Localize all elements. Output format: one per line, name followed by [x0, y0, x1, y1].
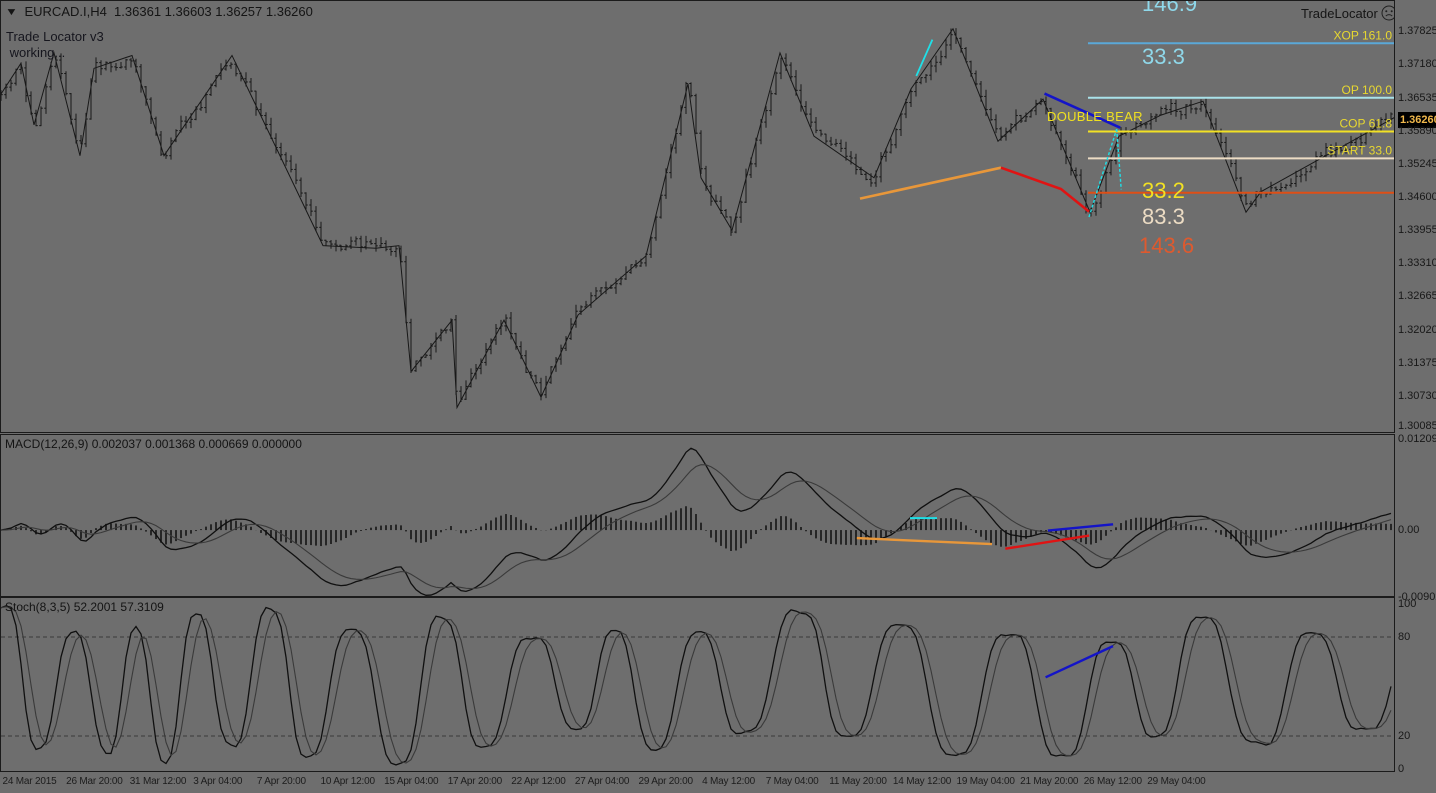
svg-text:START 33.0: START 33.0 [1327, 144, 1392, 158]
svg-text:143.6: 143.6 [1139, 233, 1194, 258]
svg-text:COP 61.8: COP 61.8 [1340, 117, 1393, 131]
svg-text:33.3: 33.3 [1142, 44, 1185, 69]
svg-text:DOUBLE BEAR: DOUBLE BEAR [1047, 109, 1143, 124]
svg-text:33.2: 33.2 [1142, 178, 1185, 203]
svg-text:XOP 161.0: XOP 161.0 [1334, 29, 1393, 43]
svg-text:OP 100.0: OP 100.0 [1342, 83, 1393, 97]
svg-text:83.3: 83.3 [1142, 204, 1185, 229]
svg-text:146.9: 146.9 [1142, 1, 1197, 16]
